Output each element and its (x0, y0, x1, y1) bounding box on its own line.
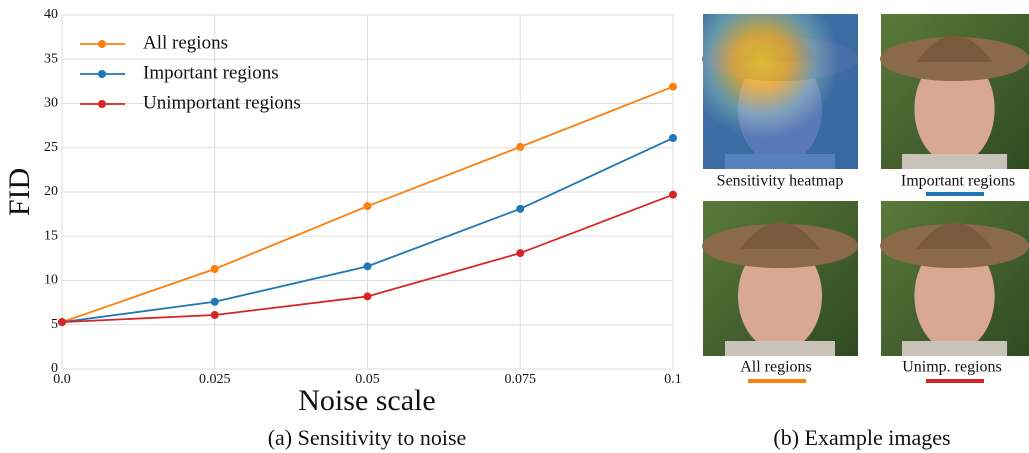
legend-label: Unimportant regions (143, 92, 301, 113)
legend-label: All regions (143, 32, 228, 53)
point (516, 204, 525, 213)
image (880, 14, 1029, 169)
example-images: Sensitivity heatmap Important regions Al… (702, 14, 1029, 383)
caption: (b) Example images (773, 425, 950, 450)
x-tick-label: 0.0 (53, 372, 71, 387)
legend-marker (98, 40, 106, 48)
caption: (a) Sensitivity to noise (268, 425, 467, 450)
point (210, 311, 219, 320)
underline (748, 379, 806, 383)
point (363, 202, 372, 211)
y-tick-label: 15 (44, 228, 58, 243)
point (669, 190, 677, 199)
point (58, 318, 66, 327)
point (210, 264, 219, 273)
point (516, 249, 525, 258)
underline (926, 192, 984, 196)
image-label: All regions (740, 359, 812, 376)
y-tick-label: 30 (44, 96, 58, 111)
x-tick-label: 0.1 (664, 372, 682, 387)
heatmap-image (702, 14, 858, 169)
legend-label: Important regions (143, 62, 279, 83)
plot: 0 5 10 15 20 25 30 35 40 0.0 0.025 0.05 0.075 0.1 All … (44, 7, 682, 387)
image (702, 201, 858, 356)
image-label: Important regions (901, 173, 1015, 190)
point (363, 292, 372, 301)
x-tick-label: 0.025 (199, 372, 231, 387)
legend-marker (98, 70, 106, 78)
x-tick-label: 0.05 (355, 372, 380, 387)
y-tick-label: 35 (44, 51, 58, 66)
y-tick-label: 40 (44, 7, 58, 22)
image-label: Unimp. regions (902, 359, 1002, 376)
legend-marker (98, 100, 106, 108)
x-axis-label: Noise scale (298, 384, 435, 417)
image (880, 201, 1029, 356)
image-label: Sensitivity heatmap (717, 173, 844, 190)
y-tick-label: 25 (44, 140, 58, 155)
point (210, 297, 219, 306)
point (363, 262, 372, 271)
underline (926, 379, 984, 383)
y-axis-label: FID (3, 168, 36, 216)
point (516, 142, 525, 151)
y-tick-label: 20 (44, 184, 58, 199)
point (669, 82, 677, 91)
x-tick-label: 0.075 (505, 372, 537, 387)
y-tick-label: 10 (44, 273, 58, 288)
y-tick-label: 5 (51, 317, 58, 332)
y-tick-label: 0 (51, 361, 58, 376)
point (669, 134, 677, 143)
